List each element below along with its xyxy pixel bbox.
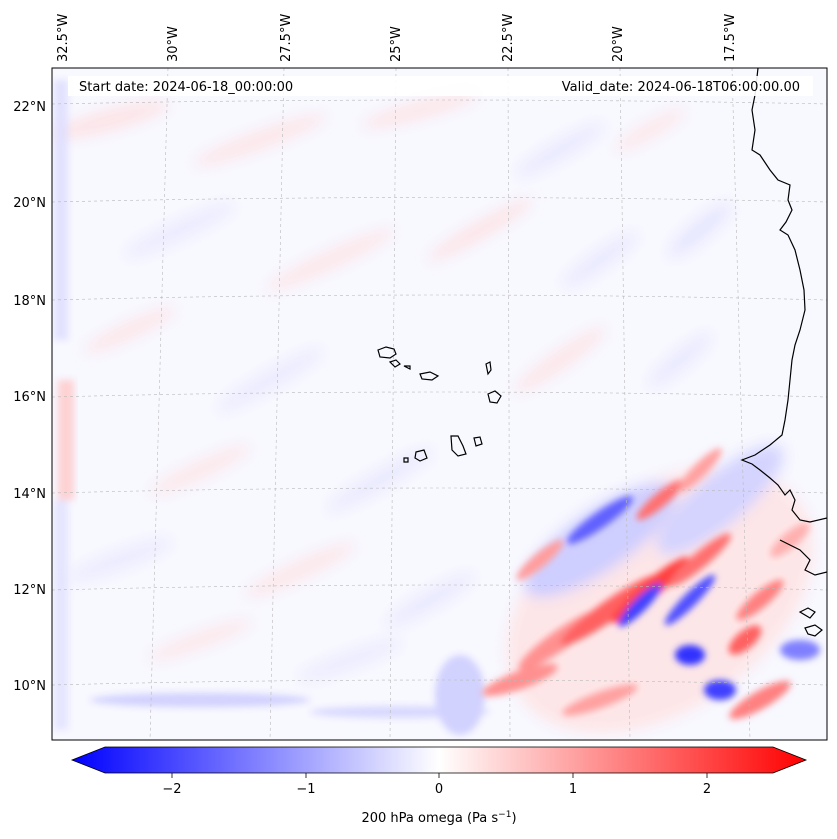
lat-label: 10°N xyxy=(13,679,46,694)
lon-label: 17.5°W xyxy=(723,14,738,62)
graticule xyxy=(52,68,827,740)
lon-label: 32.5°W xyxy=(56,14,71,62)
lat-label: 18°N xyxy=(13,294,46,309)
map-frame xyxy=(51,67,828,741)
valid-date-label: Valid_date: 2024-06-18T06:00:00.00 xyxy=(562,80,800,95)
colorbar-tick-label: −1 xyxy=(296,782,315,797)
header-box xyxy=(68,76,813,96)
lon-label: 25°W xyxy=(389,26,404,62)
lon-label: 27.5°W xyxy=(279,14,294,62)
map-panel[interactable]: Start date: 2024-06-18_00:00:00 Valid_da… xyxy=(49,67,837,788)
colorbar-label-prefix: 200 hPa omega (Pa s xyxy=(361,811,498,826)
lon-label: 22.5°W xyxy=(501,14,516,62)
cape-verde-islands xyxy=(377,346,502,463)
lat-label: 14°N xyxy=(13,487,46,502)
lon-label: 30°W xyxy=(166,26,181,62)
latitude-labels: 22°N 20°N 18°N 16°N 14°N 12°N 10°N xyxy=(13,100,46,694)
longitude-labels: 32.5°W 30°W 27.5°W 25°W 22.5°W 20°W 17.5… xyxy=(56,14,738,62)
colorbar-tick-label: 1 xyxy=(569,782,577,797)
colorbar-tick-label: 0 xyxy=(435,782,443,797)
colorbar: −2 −1 0 1 2 200 hPa omega (Pa s−1) xyxy=(70,746,808,826)
colorbar-bar xyxy=(70,746,808,774)
colorbar-ticks xyxy=(171,773,708,778)
lat-label: 16°N xyxy=(13,390,46,405)
colorbar-label: 200 hPa omega (Pa s−1) xyxy=(361,810,516,826)
lat-label: 20°N xyxy=(13,196,46,211)
colorbar-tick-label: −2 xyxy=(162,782,181,797)
colorbar-label-suffix: ) xyxy=(511,811,516,826)
colorbar-tick-label: 2 xyxy=(703,782,711,797)
coastline xyxy=(740,68,827,637)
omega-field xyxy=(52,68,827,740)
start-date-label: Start date: 2024-06-18_00:00:00 xyxy=(79,80,293,95)
lat-label: 22°N xyxy=(13,100,46,115)
colorbar-label-exp: −1 xyxy=(498,810,511,820)
lat-label: 12°N xyxy=(13,583,46,598)
lon-label: 20°W xyxy=(611,26,626,62)
